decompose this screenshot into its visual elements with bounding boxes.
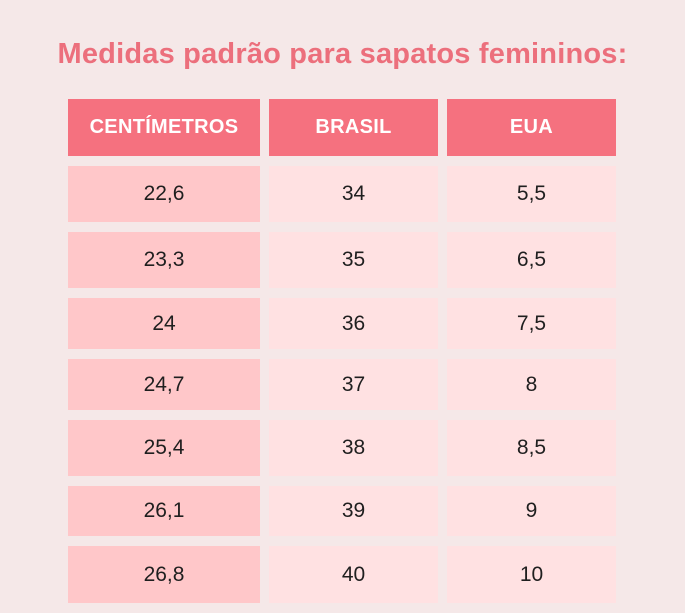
cell-centimeters: 25,4 <box>68 420 260 476</box>
cell-brasil: 35 <box>269 232 438 288</box>
cell-eua: 8 <box>447 359 616 410</box>
cell-eua: 6,5 <box>447 232 616 288</box>
cell-eua: 7,5 <box>447 298 616 349</box>
cell-centimeters: 26,8 <box>68 546 260 603</box>
header-brasil: BRASIL <box>269 99 438 156</box>
cell-centimeters: 22,6 <box>68 166 260 222</box>
cell-centimeters: 24,7 <box>68 359 260 410</box>
cell-centimeters: 23,3 <box>68 232 260 288</box>
cell-eua: 9 <box>447 486 616 536</box>
cell-centimeters: 24 <box>68 298 260 349</box>
cell-brasil: 40 <box>269 546 438 603</box>
page-title: Medidas padrão para sapatos femininos: <box>57 38 628 70</box>
cell-brasil: 36 <box>269 298 438 349</box>
cell-brasil: 39 <box>269 486 438 536</box>
cell-brasil: 38 <box>269 420 438 476</box>
cell-eua: 8,5 <box>447 420 616 476</box>
cell-eua: 10 <box>447 546 616 603</box>
header-eua: EUA <box>447 99 616 156</box>
header-centimeters: CENTÍMETROS <box>68 99 260 156</box>
cell-brasil: 34 <box>269 166 438 222</box>
cell-centimeters: 26,1 <box>68 486 260 536</box>
cell-eua: 5,5 <box>447 166 616 222</box>
cell-brasil: 37 <box>269 359 438 410</box>
